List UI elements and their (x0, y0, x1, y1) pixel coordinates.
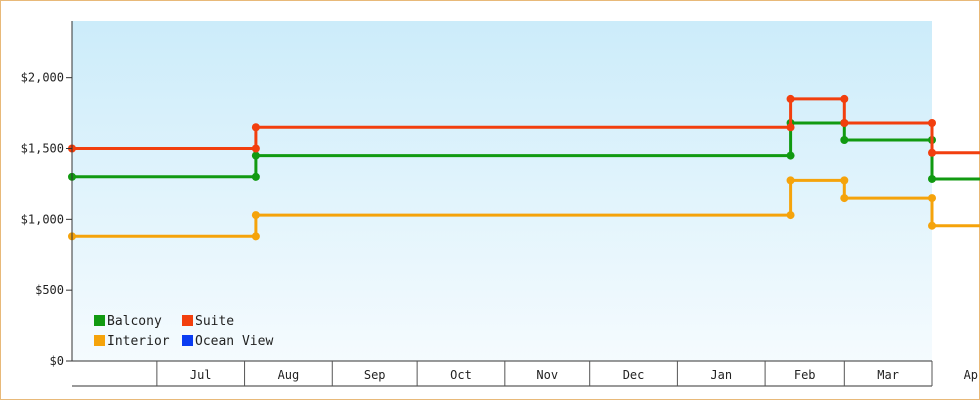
legend-item-interior: Interior (94, 334, 170, 349)
y-tick-label: $1,000 (21, 212, 64, 226)
y-tick-label: $500 (35, 283, 64, 297)
x-month-label: Feb (794, 368, 816, 382)
legend-label: Balcony (107, 314, 162, 329)
series-point (251, 144, 260, 153)
series-point (786, 211, 795, 220)
series-point (928, 194, 936, 203)
legend-label: Suite (195, 314, 234, 329)
legend-item-balcony: Balcony (94, 314, 162, 329)
series-point (251, 211, 260, 220)
series-point (840, 94, 849, 103)
series-point (928, 119, 936, 127)
legend-swatch (94, 335, 105, 346)
series-suite (68, 94, 980, 157)
x-month-label: Nov (536, 368, 558, 382)
series-interior (68, 176, 980, 241)
legend-swatch (182, 335, 193, 346)
series-point (786, 123, 795, 132)
series-point (840, 176, 849, 185)
plot-background (72, 21, 932, 361)
series-point (786, 94, 795, 103)
series-point (840, 194, 849, 203)
series-point (840, 119, 849, 127)
y-tick-label: $2,000 (21, 71, 64, 85)
series-point (786, 151, 795, 160)
y-tick-label: $1,500 (21, 142, 64, 156)
x-month-label: Apr (964, 368, 980, 382)
legend-item-ocean-view: Ocean View (182, 334, 273, 349)
series-point (840, 136, 849, 144)
series-line (72, 178, 980, 238)
series-point (786, 176, 795, 185)
y-tick-label: $0 (50, 354, 64, 368)
series-point (928, 174, 936, 183)
series-point (251, 123, 260, 132)
legend-swatch (94, 315, 105, 326)
legend-item-suite: Suite (182, 314, 234, 329)
legend: Balcony Suite Interior Ocean View (94, 314, 273, 349)
legend-label: Interior (107, 334, 170, 349)
x-month-label: Aug (278, 368, 300, 382)
series-layer (68, 94, 980, 241)
series-point (251, 172, 260, 181)
x-month-label: Sep (364, 368, 386, 382)
x-month-label: Oct (450, 368, 472, 382)
x-month-label: Mar (877, 368, 899, 382)
axes: $0 $500 $1,000 $1,500 $2,000 Jul Aug Sep Oct Nov D… (21, 21, 980, 387)
legend-label: Ocean View (195, 334, 273, 349)
series-point (251, 232, 260, 241)
series-point (928, 221, 936, 230)
series-point (928, 148, 936, 157)
x-month-label: Dec (623, 368, 645, 382)
x-month-label: Jan (710, 368, 732, 382)
series-point (251, 151, 260, 160)
x-month-label: Jul (190, 368, 212, 382)
legend-swatch (182, 315, 193, 326)
